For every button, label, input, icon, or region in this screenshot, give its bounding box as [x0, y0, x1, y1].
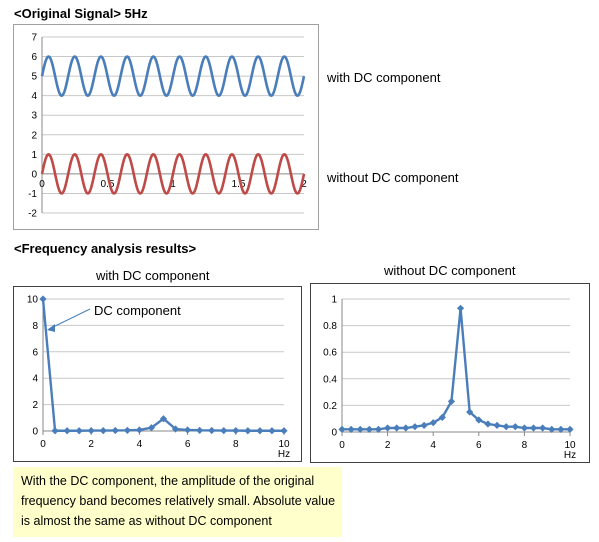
y-tick-label: 6	[32, 347, 38, 358]
x-tick-label: 2	[301, 179, 307, 190]
spectrum-point	[384, 424, 392, 432]
y-tick-label: 0	[331, 428, 337, 439]
spectrum-point	[539, 424, 547, 432]
spectrum-line	[342, 308, 570, 431]
y-tick-label: 5	[31, 72, 37, 83]
y-tick-label: 2	[31, 130, 37, 141]
x-tick-label: 1.5	[232, 179, 246, 190]
y-tick-label: 1	[31, 150, 37, 161]
spectrum-point	[280, 427, 288, 435]
y-tick-label: 0	[32, 427, 38, 438]
spectrum-point	[493, 421, 501, 429]
x-tick-label: 10	[278, 439, 290, 450]
spectrum-point	[502, 423, 510, 431]
y-tick-label: 7	[31, 33, 37, 44]
x-tick-label: 8	[233, 439, 239, 450]
x-tick-label: 0	[339, 440, 345, 451]
spectrum-point	[196, 426, 204, 434]
spectrum-point	[87, 427, 95, 435]
y-tick-label: 2	[32, 400, 38, 411]
spectrum-point	[63, 427, 71, 435]
spectrum-point	[123, 426, 131, 434]
spectrum-point	[520, 424, 528, 432]
frequency-analysis-heading: <Frequency analysis results>	[14, 241, 197, 256]
spectrum-point	[256, 427, 264, 435]
series-label-with-dc: with DC component	[327, 70, 441, 85]
y-tick-label: 8	[32, 321, 38, 332]
signal-series-0	[40, 55, 306, 98]
spectrum-point	[208, 426, 216, 435]
spectrum-point	[393, 424, 401, 432]
x-tick-label: 2	[88, 439, 94, 450]
annotation-arrowhead	[47, 324, 55, 332]
fft-with-dc-chart-frame: 0 2 4 6 8 10 0 2 4 6 8 10 Hz DC component	[13, 286, 302, 462]
spectrum-point	[220, 427, 228, 435]
spectrum-line	[41, 298, 284, 432]
x-tick-label: 4	[137, 439, 143, 450]
y-tick-label: 0.2	[323, 401, 337, 412]
x-tick-label: 0	[40, 439, 46, 450]
spectrum-point	[347, 425, 355, 433]
spectrum-point	[456, 304, 465, 312]
y-tick-label: 3	[31, 111, 37, 122]
original-signal-chart-frame: -2 -1 0 1 2 3 4 5 6 7 0 0.5 1 1.5 2	[13, 24, 319, 230]
spectrum-point	[438, 413, 446, 421]
spectrum-point	[147, 424, 156, 432]
y-tick-label: 0.6	[323, 348, 337, 359]
explanation-note: With the DC component, the amplitude of …	[13, 467, 342, 537]
spectrum-point	[268, 427, 276, 435]
x-tick-label: 8	[522, 440, 528, 451]
spectrum-point	[244, 427, 252, 435]
y-tick-label: -1	[28, 189, 37, 200]
spectrum-point	[429, 419, 437, 427]
spectrum-point	[411, 423, 419, 431]
spectrum-point	[402, 424, 410, 432]
y-tick-label: -2	[28, 209, 37, 220]
x-tick-label: 10	[564, 440, 576, 451]
x-tick-label: 2	[385, 440, 391, 451]
spectrum-point	[232, 427, 240, 435]
original-signal-heading: <Original Signal> 5Hz	[14, 6, 148, 21]
x-tick-label: 6	[185, 439, 191, 450]
spectrum-point	[466, 408, 474, 416]
y-tick-label: 4	[32, 374, 38, 385]
y-tick-label: 0.8	[323, 321, 337, 332]
spectrum-point	[159, 415, 168, 423]
y-tick-label: 0	[31, 169, 37, 180]
x-axis-title: Hz	[278, 449, 290, 460]
series-label-without-dc: without DC component	[327, 170, 459, 185]
y-tick-label: 6	[31, 52, 37, 63]
x-tick-label: 6	[476, 440, 482, 451]
x-tick-label: 0.5	[101, 179, 115, 190]
spectrum-point	[39, 295, 47, 303]
y-tick-label: 0.4	[323, 374, 337, 385]
spectrum-point	[99, 427, 107, 435]
fft-without-dc-chart-frame: 0 0.2 0.4 0.6 0.8 1 0 2 4 6 8 10 Hz	[310, 283, 590, 463]
spectrum-point	[184, 426, 192, 434]
x-axis-title: Hz	[564, 450, 576, 461]
y-tick-label: 10	[27, 295, 39, 306]
spectrum-point	[111, 426, 119, 435]
spectrum-point	[484, 420, 492, 428]
annotation-dc-component: DC component	[94, 303, 181, 318]
y-tick-label: 4	[31, 91, 37, 102]
spectrum-point	[511, 423, 519, 431]
spectrum-point	[529, 424, 538, 432]
x-tick-label: 4	[430, 440, 436, 451]
spectrum-point	[420, 421, 428, 429]
annotation-arrow-line	[48, 308, 91, 330]
spectrum-point	[135, 426, 143, 434]
spectrum-point	[75, 427, 83, 435]
signal-series-1	[40, 152, 306, 195]
y-tick-label: 1	[331, 295, 337, 306]
x-tick-label: 0	[39, 179, 45, 190]
chart-title-with-dc: with DC component	[96, 268, 210, 283]
chart-title-without-dc: without DC component	[384, 263, 516, 278]
spectrum-point	[51, 427, 59, 435]
spectrum-point	[338, 425, 346, 433]
x-tick-label: 1	[170, 179, 176, 190]
